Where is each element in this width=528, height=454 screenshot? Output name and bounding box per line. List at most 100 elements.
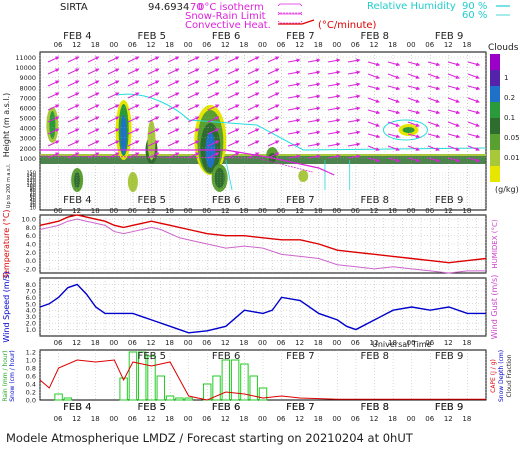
y-tick-label: 60	[30, 193, 36, 199]
wind-arrow	[187, 128, 200, 135]
wind-arrow	[107, 56, 120, 63]
wind-arrow	[167, 104, 180, 111]
hour-label: 18	[314, 339, 323, 347]
wind-arrow	[47, 92, 60, 99]
wind-arrow	[207, 116, 220, 123]
wind-arrow	[107, 104, 120, 111]
wind-arrow	[387, 157, 401, 163]
y-tick-label: 20	[30, 203, 36, 209]
wind-arrow	[427, 61, 441, 67]
y-tick-label: 50	[30, 196, 36, 202]
wind-lines	[39, 283, 486, 334]
wind-arrow	[407, 61, 421, 67]
y-tick-label: 5000	[19, 115, 36, 123]
wind-arrow	[307, 118, 321, 123]
wind-arrow	[447, 61, 461, 67]
hour-label: 12	[370, 339, 379, 347]
rain-bar	[249, 375, 258, 401]
wind-arrow	[127, 116, 140, 123]
day-label: FEB 4	[63, 402, 91, 413]
wind-arrow	[87, 152, 100, 159]
legend-swatch	[490, 118, 500, 134]
wind-arrow	[167, 128, 180, 135]
precip-y-ticks: 0.00.20.40.60.81.01.2	[26, 349, 36, 405]
wind-arrow	[67, 92, 80, 99]
wind-arrow	[447, 73, 460, 79]
wind-arrow	[287, 94, 301, 99]
y-tick-label: 4000	[19, 125, 36, 133]
hour-label: 18	[239, 41, 248, 49]
wind-arrow	[87, 92, 100, 99]
hour-label: 18	[239, 339, 248, 347]
hour-label: 18	[388, 339, 397, 347]
y-tick-label: 10.0	[22, 216, 36, 224]
day-label: FEB 8	[361, 31, 389, 42]
y-tick-label: 4.0	[26, 241, 36, 249]
y-tick-label: 8000	[19, 84, 36, 92]
temperature-lines	[39, 214, 487, 274]
rain-bar	[258, 387, 268, 401]
hour-label: 12	[72, 339, 81, 347]
wind-arrow	[347, 94, 361, 99]
wind-arrow	[407, 157, 421, 163]
wind-arrow	[327, 118, 341, 123]
rain-bar	[119, 377, 128, 401]
wind-arrow	[147, 152, 160, 159]
wind-arrow	[67, 152, 80, 159]
wind-arrow	[427, 157, 441, 163]
legend-level: 0.1	[504, 114, 515, 122]
legend-line-samples	[277, 3, 315, 25]
day-label: FEB 4	[63, 402, 91, 413]
legend-swatch	[490, 70, 500, 86]
y-tick-label: 110	[26, 181, 36, 187]
wind-arrow	[327, 154, 341, 159]
hour-label: 00	[258, 207, 267, 215]
wind-arrow	[387, 109, 401, 115]
day-label: FEB 6	[212, 351, 240, 362]
hour-label: 18	[91, 41, 100, 49]
wind-arrow	[147, 68, 160, 75]
rh-60-label: 60 %	[462, 10, 487, 21]
legend-swatch	[490, 134, 500, 150]
hour-label: 06	[202, 41, 211, 49]
wind-arrow	[167, 116, 180, 123]
day-label: FEB 7	[286, 402, 314, 413]
wind-arrow	[87, 56, 100, 63]
wind-arrow	[147, 56, 160, 63]
legend-level: 0.2	[504, 94, 515, 102]
rain-bar	[184, 397, 193, 401]
hour-label: 00	[109, 339, 118, 347]
hour-label: 00	[332, 339, 341, 347]
wind-arrow	[347, 106, 361, 111]
wind-arrow	[247, 140, 260, 147]
wind-arrow	[227, 92, 240, 99]
y-tick-label: 130	[26, 176, 36, 182]
rain-bar	[147, 355, 156, 401]
wind-arrow	[307, 154, 321, 159]
rain-bar	[165, 395, 175, 401]
wind-arrow	[107, 68, 120, 75]
wind-arrow	[247, 92, 260, 99]
wind-arrow	[347, 118, 361, 123]
wind-arrow	[127, 140, 140, 147]
series-line-humidex	[39, 218, 486, 274]
wind-arrow	[447, 85, 461, 91]
hour-label: 12	[370, 207, 379, 215]
wind-arrow	[387, 73, 400, 79]
hour-label: 18	[388, 415, 397, 423]
station-number: 94.6934	[148, 2, 189, 13]
y-tick-label: 1.0	[26, 357, 36, 365]
hour-label: 12	[295, 207, 304, 215]
wind-arrow	[187, 116, 200, 123]
wind-arrow	[47, 68, 60, 75]
hour-label: 06	[277, 339, 286, 347]
wind-arrow	[407, 145, 420, 151]
day-label: FEB 4	[63, 195, 91, 206]
wind-arrow	[467, 157, 481, 163]
wind-arrow	[187, 68, 200, 75]
wind-arrow	[147, 92, 160, 99]
wind-arrow	[227, 140, 240, 147]
wind-arrow	[147, 128, 160, 135]
rain-ylabel: Rain (mm / hour)	[2, 350, 9, 401]
wind-arrow	[467, 61, 481, 67]
